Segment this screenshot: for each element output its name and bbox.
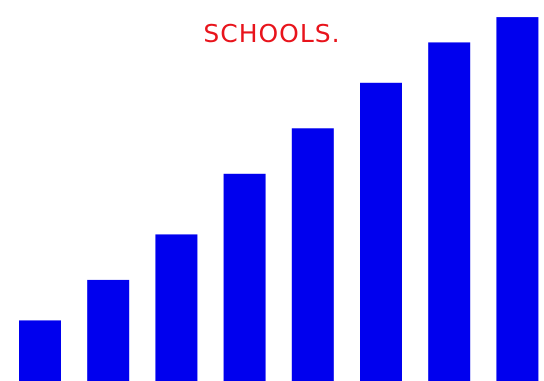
bar-2	[87, 280, 129, 381]
bar-8	[496, 17, 538, 381]
bar-1	[19, 320, 61, 381]
bar-3	[155, 234, 197, 381]
bar-5	[292, 128, 334, 381]
bar-7	[428, 42, 470, 381]
bar-6	[360, 83, 402, 381]
bar-4	[224, 174, 266, 381]
